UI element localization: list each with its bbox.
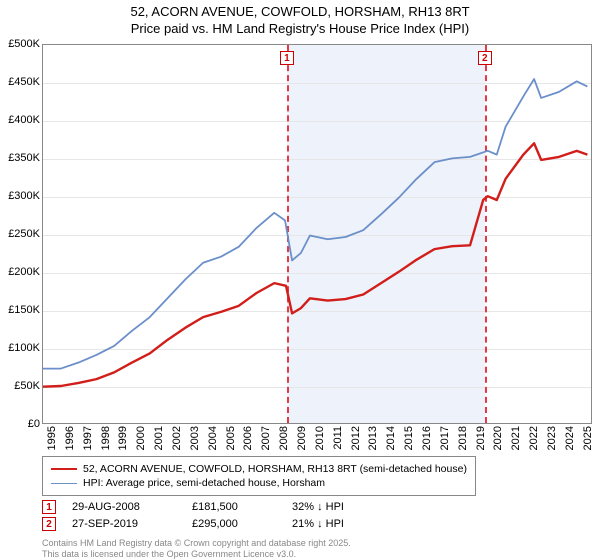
x-axis-tick-label: 2019 xyxy=(475,426,487,456)
x-axis-tick-label: 2003 xyxy=(189,426,201,456)
x-axis-tick-label: 2011 xyxy=(332,426,344,456)
series-price_paid xyxy=(43,143,587,386)
x-axis-tick-label: 2020 xyxy=(492,426,504,456)
events-table: 1 29-AUG-2008 £181,500 32% ↓ HPI 2 27-SE… xyxy=(42,500,344,534)
x-axis-tick-label: 2007 xyxy=(260,426,272,456)
x-axis-tick-label: 2021 xyxy=(510,426,522,456)
legend-swatch xyxy=(51,483,77,484)
x-axis-tick-label: 2002 xyxy=(171,426,183,456)
y-axis-tick-label: £300K xyxy=(2,190,40,202)
attribution-line: This data is licensed under the Open Gov… xyxy=(42,549,351,560)
x-axis-tick-label: 1995 xyxy=(46,426,58,456)
legend-label: HPI: Average price, semi-detached house,… xyxy=(83,477,325,489)
title-line-1: 52, ACORN AVENUE, COWFOLD, HORSHAM, RH13… xyxy=(0,4,600,21)
event-date: 27-SEP-2019 xyxy=(72,518,192,530)
event-price: £295,000 xyxy=(192,518,292,530)
title-line-2: Price paid vs. HM Land Registry's House … xyxy=(0,21,600,38)
chart-title: 52, ACORN AVENUE, COWFOLD, HORSHAM, RH13… xyxy=(0,0,600,38)
event-hpi: 32% ↓ HPI xyxy=(292,501,344,513)
x-axis-tick-label: 2006 xyxy=(242,426,254,456)
x-axis-tick-label: 2013 xyxy=(367,426,379,456)
legend-item: HPI: Average price, semi-detached house,… xyxy=(51,477,467,489)
x-axis-tick-label: 2000 xyxy=(135,426,147,456)
y-axis-tick-label: £250K xyxy=(2,228,40,240)
x-axis-tick-label: 2009 xyxy=(296,426,308,456)
legend: 52, ACORN AVENUE, COWFOLD, HORSHAM, RH13… xyxy=(42,456,476,496)
attribution-line: Contains HM Land Registry data © Crown c… xyxy=(42,538,351,549)
x-axis-tick-label: 2015 xyxy=(403,426,415,456)
x-axis-tick-label: 2001 xyxy=(153,426,165,456)
x-axis-tick-label: 2022 xyxy=(528,426,540,456)
x-axis-tick-label: 2012 xyxy=(350,426,362,456)
x-axis-tick-label: 1997 xyxy=(82,426,94,456)
event-row: 2 27-SEP-2019 £295,000 21% ↓ HPI xyxy=(42,517,344,531)
x-axis-tick-label: 2023 xyxy=(546,426,558,456)
chart-plot-area: 12 xyxy=(42,44,592,424)
event-hpi: 21% ↓ HPI xyxy=(292,518,344,530)
y-axis-tick-label: £200K xyxy=(2,266,40,278)
x-axis-tick-label: 2018 xyxy=(457,426,469,456)
y-axis-tick-label: £0 xyxy=(2,418,40,430)
x-axis-tick-label: 2005 xyxy=(225,426,237,456)
x-axis-tick-label: 2014 xyxy=(385,426,397,456)
event-marker-box: 2 xyxy=(42,517,56,531)
x-axis-tick-label: 2017 xyxy=(439,426,451,456)
y-axis-tick-label: £150K xyxy=(2,304,40,316)
x-axis-tick-label: 1998 xyxy=(100,426,112,456)
x-axis-tick-label: 2016 xyxy=(421,426,433,456)
x-axis-tick-label: 2024 xyxy=(564,426,576,456)
y-axis-tick-label: £350K xyxy=(2,152,40,164)
x-axis-tick-label: 1996 xyxy=(64,426,76,456)
series-hpi xyxy=(43,79,587,369)
x-axis-tick-label: 2008 xyxy=(278,426,290,456)
y-axis-tick-label: £500K xyxy=(2,38,40,50)
attribution: Contains HM Land Registry data © Crown c… xyxy=(42,538,351,560)
x-axis-tick-label: 2010 xyxy=(314,426,326,456)
x-axis-tick-label: 2004 xyxy=(207,426,219,456)
x-axis-tick-label: 2025 xyxy=(582,426,594,456)
event-price: £181,500 xyxy=(192,501,292,513)
event-marker-box: 1 xyxy=(42,500,56,514)
y-axis-tick-label: £100K xyxy=(2,342,40,354)
event-date: 29-AUG-2008 xyxy=(72,501,192,513)
y-axis-tick-label: £400K xyxy=(2,114,40,126)
y-axis-tick-label: £450K xyxy=(2,76,40,88)
x-axis-tick-label: 1999 xyxy=(117,426,129,456)
legend-item: 52, ACORN AVENUE, COWFOLD, HORSHAM, RH13… xyxy=(51,463,467,475)
y-axis-tick-label: £50K xyxy=(2,380,40,392)
line-chart-svg xyxy=(43,45,591,423)
legend-swatch xyxy=(51,468,77,470)
legend-label: 52, ACORN AVENUE, COWFOLD, HORSHAM, RH13… xyxy=(83,463,467,475)
event-row: 1 29-AUG-2008 £181,500 32% ↓ HPI xyxy=(42,500,344,514)
